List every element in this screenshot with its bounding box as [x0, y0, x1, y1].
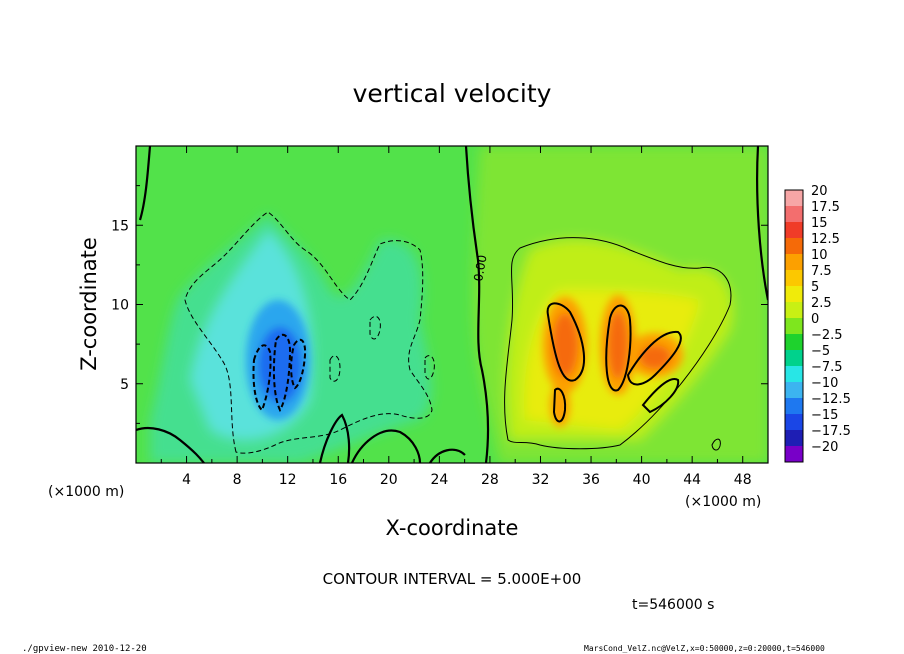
contour-plus10-c: [626, 330, 682, 386]
colorbar-label: −20: [811, 440, 838, 455]
contour-plus10-a: [546, 302, 586, 382]
zero-contour-bottom-left: [136, 426, 205, 463]
contour-minus5-b: [329, 355, 341, 382]
x-tick-label: 20: [380, 472, 398, 488]
colorbar-label: −12.5: [811, 392, 851, 407]
colorbar-swatch: [785, 302, 803, 319]
colorbar-swatch: [785, 366, 803, 383]
x-tick-label: 44: [683, 472, 701, 488]
colorbar-label: 2.5: [811, 296, 832, 311]
x-tick-label: 16: [329, 472, 347, 488]
footer-left: ./gpview-new 2010-12-20: [22, 644, 147, 654]
colorbar-label: 0: [811, 312, 819, 327]
x-axis: 4 8 12 16 20 24 28 32 36 40 44 48: [160, 146, 752, 488]
colorbar-swatch: [785, 222, 803, 239]
colorbar-label: −17.5: [811, 424, 851, 439]
zero-contour-right: [756, 146, 768, 301]
chart-title: vertical velocity: [353, 79, 552, 108]
x-tick-label: 12: [279, 472, 297, 488]
colorbar-swatch: [785, 270, 803, 287]
contour-plus5: [504, 237, 732, 450]
colorbar-label: −10: [811, 376, 838, 391]
colorbar-label: 20: [811, 184, 828, 199]
contour-minus10-a: [252, 344, 272, 412]
colorbar-frame: [784, 189, 804, 463]
zero-contours: [136, 146, 768, 463]
updraft-band-3-core: [639, 345, 671, 369]
footer-right: MarsCond_VelZ.nc@VelZ,x=0:50000,z=0:2000…: [584, 644, 825, 653]
colorbar-label: −15: [811, 408, 838, 423]
colorbar-swatch: [785, 398, 803, 415]
colorbar-label: 7.5: [811, 264, 832, 279]
colorbar-swatch: [785, 446, 803, 463]
colorbar-swatch: [785, 238, 803, 255]
negative-contours: [184, 211, 435, 454]
colorbar-swatch: [785, 350, 803, 367]
contour-interval-text: CONTOUR INTERVAL = 5.000E+00: [323, 570, 582, 588]
contour-minus10-c: [290, 338, 307, 390]
y-tick-label: 10: [111, 298, 129, 314]
updraft-band-2-core: [608, 311, 628, 379]
y-tick-label: 5: [120, 377, 129, 393]
contour-plus5-small: [711, 438, 721, 451]
time-text: t=546000 s: [632, 597, 714, 613]
x-tick-label: 32: [532, 472, 550, 488]
zero-contour-bottom-right: [429, 448, 466, 463]
x-units-left: (×1000 m): [48, 484, 124, 500]
zero-contour-bottom-mid: [318, 413, 351, 463]
contour-plus10-b: [605, 304, 632, 392]
colorbar-label: 15: [811, 216, 828, 231]
contour-plus10-e: [641, 378, 680, 414]
updraft-band-1-core: [552, 313, 578, 377]
colorbar-swatch: [785, 430, 803, 447]
colorbar-swatch: [785, 206, 803, 223]
contour-minus5-d: [424, 355, 435, 380]
y-tick-label: 15: [111, 218, 129, 234]
colorbar-label: 5: [811, 280, 819, 295]
colorbar-label: 10: [811, 248, 828, 263]
colorbar-swatch: [785, 190, 803, 207]
x-tick-label: 4: [182, 472, 191, 488]
x-tick-label: 28: [481, 472, 499, 488]
colorbar-swatch: [785, 318, 803, 335]
colorbar: 2017.51512.5107.552.50−2.5−5−7.5−10−12.5…: [784, 184, 851, 463]
colorbar-label: −7.5: [811, 360, 843, 375]
x-tick-label: 36: [582, 472, 600, 488]
contour-minus5: [184, 211, 433, 454]
colorbar-swatch: [785, 414, 803, 431]
colorbar-label: 12.5: [811, 232, 840, 247]
colorbar-label: −5: [811, 344, 830, 359]
contour-minus10-b: [272, 333, 292, 413]
colorbar-swatch: [785, 382, 803, 399]
zero-contour-bottom-mid2: [350, 429, 422, 463]
colorbar-swatch: [785, 254, 803, 271]
y-axis-label: Z-coordinate: [77, 237, 101, 371]
colorbar-label: 17.5: [811, 200, 840, 215]
field-plot: 0.00: [136, 146, 768, 463]
contour-plus10-d: [552, 387, 567, 423]
x-tick-label: 24: [430, 472, 448, 488]
x-tick-label: 48: [734, 472, 752, 488]
x-tick-label: 40: [633, 472, 651, 488]
zero-contour-label: 0.00: [471, 254, 489, 283]
zero-contour-main: [464, 146, 490, 463]
x-axis-label: X-coordinate: [386, 516, 519, 540]
positive-contours: [504, 237, 732, 451]
x-units-right: (×1000 m): [685, 494, 761, 510]
zero-contour-top-left: [138, 146, 152, 221]
colorbar-label: −2.5: [811, 328, 843, 343]
colorbar-swatch: [785, 286, 803, 303]
colorbar-swatch: [785, 334, 803, 351]
x-tick-label: 8: [233, 472, 242, 488]
downdraft-core-inner: [258, 327, 302, 403]
y-axis: 5 10 15: [111, 185, 768, 424]
